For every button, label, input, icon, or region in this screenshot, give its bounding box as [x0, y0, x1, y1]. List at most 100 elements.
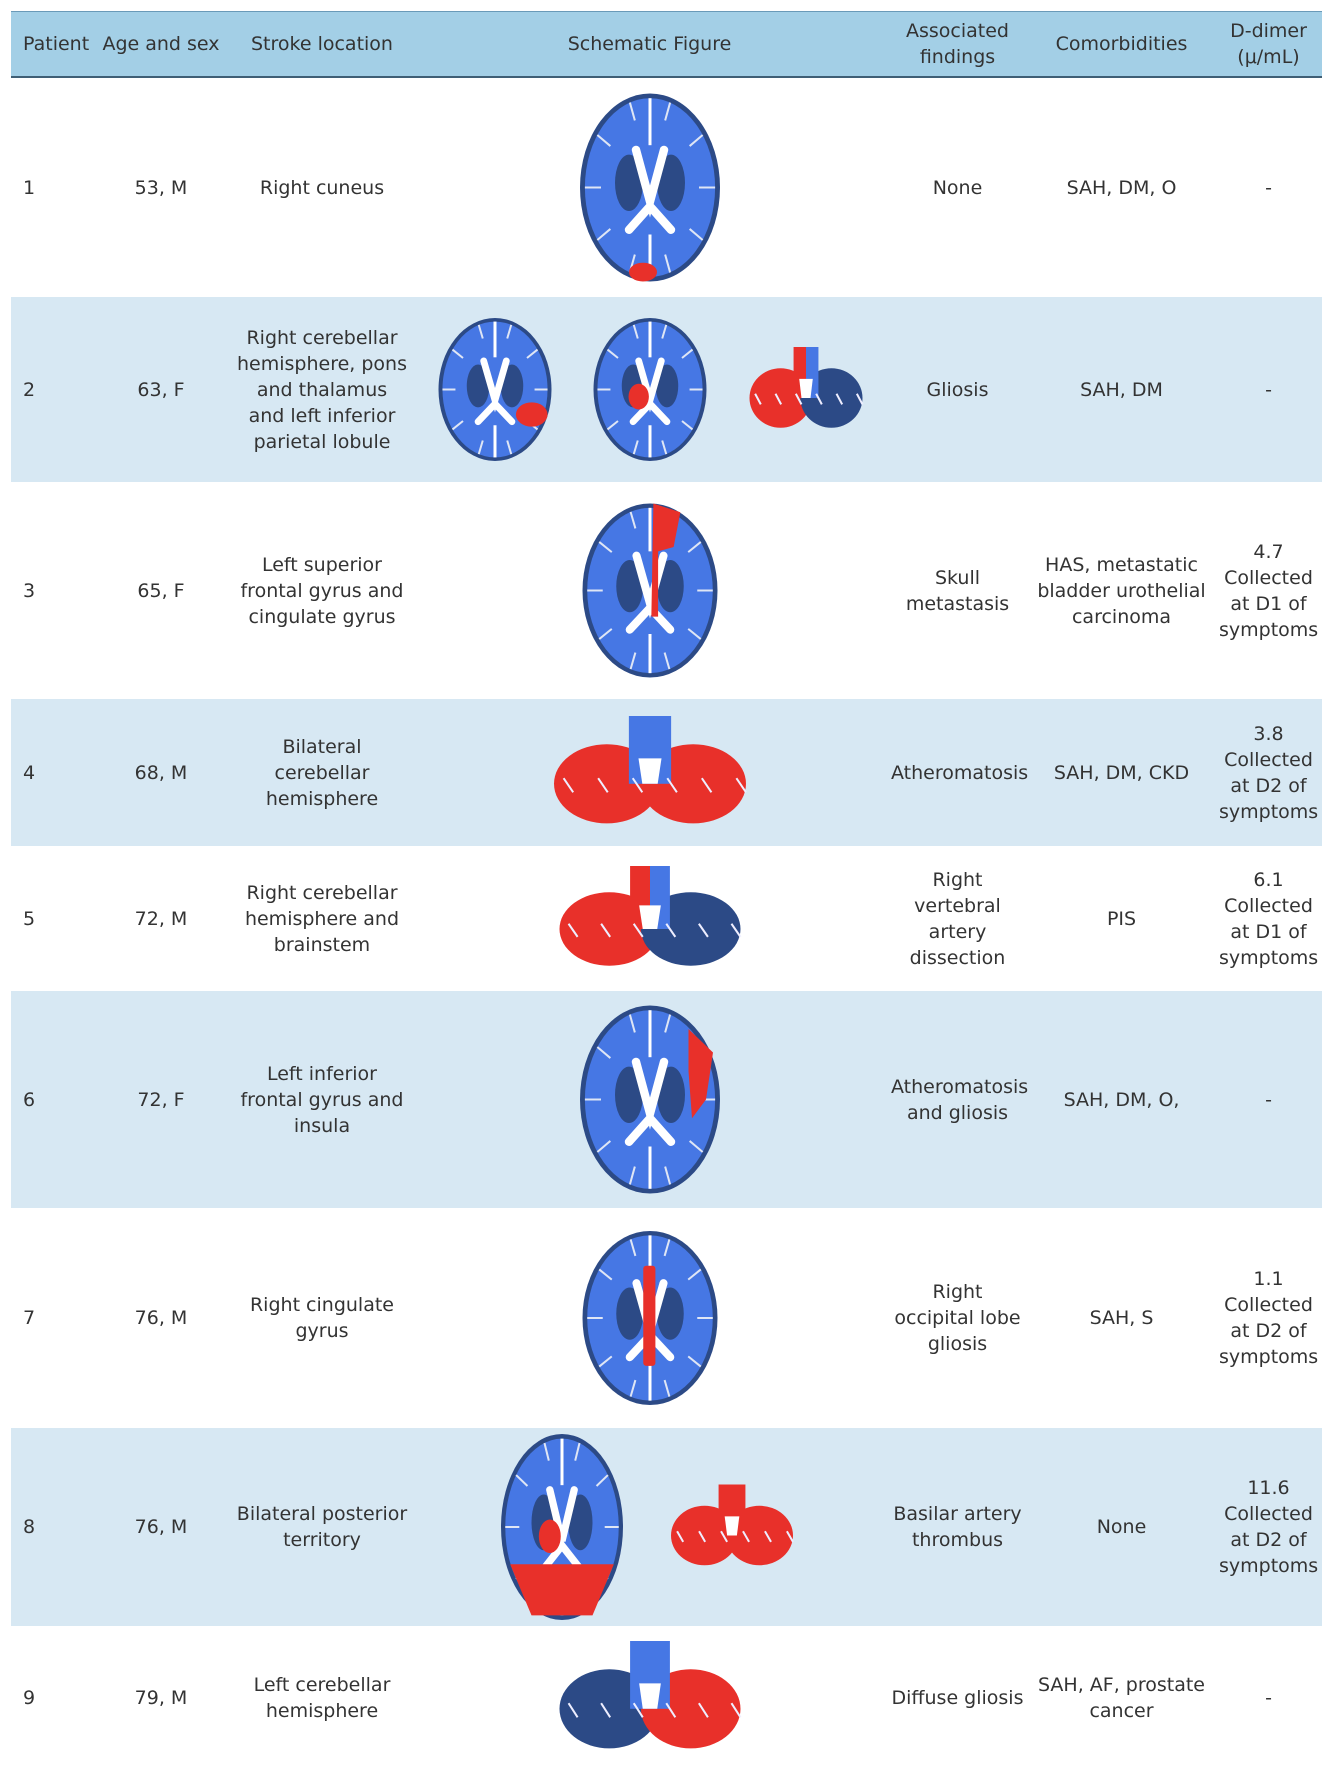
figure-shape	[629, 1239, 637, 1257]
table-cell: Right cuneus	[259, 176, 385, 199]
figure-shape	[664, 1014, 672, 1033]
table-cell: 11.6 Collected at D2 of symptoms	[1215, 1428, 1322, 1626]
figure-shape	[632, 1702, 644, 1718]
figure-shape	[639, 1683, 661, 1709]
figure-shape	[500, 364, 524, 408]
figure-shape	[629, 1379, 637, 1397]
figure-shape	[651, 503, 681, 617]
schematic-figure	[412, 1626, 887, 1769]
brain-figure	[580, 1005, 720, 1194]
table-cell: 76, M	[134, 1307, 188, 1329]
figure-shape	[656, 560, 684, 613]
figure-shape	[688, 1140, 704, 1153]
schematic-figure	[412, 297, 887, 482]
table-cell: Left cerebellar hemisphere	[253, 1673, 391, 1722]
figure-shape	[574, 1442, 581, 1461]
figure-shape	[720, 1530, 728, 1543]
table-cell: 79, M	[134, 1686, 188, 1709]
figure-shape	[538, 1519, 561, 1554]
figure-shape	[742, 1530, 750, 1543]
figure-shape	[774, 393, 783, 405]
figure-shape	[596, 228, 612, 241]
table-cell: PIS	[1106, 907, 1137, 930]
figure-shape	[631, 777, 644, 793]
figure-shape	[676, 1530, 685, 1543]
figure-shape	[628, 1014, 636, 1033]
figure-shape	[629, 262, 657, 282]
table-cell: 3.8 Collected at D2 of symptoms	[1215, 699, 1322, 846]
brain-figure	[554, 716, 747, 824]
figure-shape	[687, 628, 702, 640]
figure-shape	[687, 541, 702, 553]
figure-shape	[595, 1474, 609, 1487]
column-header: Schematic Figure	[412, 11, 887, 78]
brain-figure	[582, 1231, 718, 1405]
table-cell: SAH, DM, CKD	[1028, 699, 1215, 846]
column-header: Comorbidities	[1028, 11, 1215, 78]
figure-shape	[657, 1066, 685, 1123]
header-row: Patient Age and sex Stroke location Schemat…	[11, 11, 1322, 78]
schematic-figure	[412, 991, 887, 1208]
table-cell: Bilateral posterior territory	[232, 1428, 412, 1626]
figure-shape	[596, 134, 612, 147]
figure-shape	[632, 440, 639, 455]
figure-shape	[764, 1530, 772, 1543]
figure-shape	[616, 560, 644, 613]
figure-shape	[629, 357, 671, 426]
figure-shape	[540, 1486, 584, 1573]
figure-shape	[754, 393, 762, 405]
figure-shape	[664, 102, 672, 121]
figure-shape	[855, 393, 864, 405]
figure-shape	[665, 923, 677, 938]
table-row: 1 53, M Right cuneus None SAH, DM, O -	[11, 77, 1322, 297]
table-cell: -	[1215, 991, 1322, 1208]
brain-figure	[559, 1641, 742, 1749]
figure-shape	[681, 348, 694, 359]
figure-shape	[615, 1066, 643, 1123]
figure-shape	[616, 1287, 644, 1340]
figure-shape	[451, 420, 464, 431]
figure-shape	[661, 440, 668, 455]
figure-shape	[835, 393, 844, 405]
schematic-figure	[412, 1428, 887, 1626]
table-row: 5 72, M Right cerebellar hemisphere and br…	[11, 846, 1322, 991]
table-cell: Gliosis	[887, 297, 1028, 482]
table-cell: None	[1028, 1428, 1215, 1626]
table-cell: Right vertebral artery dissection	[909, 868, 1006, 969]
table-cell: 9	[23, 1686, 36, 1709]
table-cell: 5	[23, 907, 36, 930]
figure-shape	[681, 420, 694, 431]
figure-shape	[643, 1265, 656, 1366]
schematic-figure	[412, 482, 887, 699]
table-cell: Bilateral cerebellar hemisphere	[232, 699, 412, 846]
figure-shape	[600, 923, 612, 938]
figure-shape	[515, 1474, 529, 1487]
figure-shape	[656, 1287, 684, 1340]
table-cell: -	[1265, 176, 1272, 199]
table-cell: Diffuse gliosis	[891, 1686, 1024, 1709]
table-cell: 1.1 Collected at D2 of symptoms	[1219, 1268, 1319, 1368]
brain-figure	[580, 93, 720, 282]
table-cell: SAH, AF, prostate cancer	[1038, 1673, 1205, 1722]
table-cell: Right cerebellar hemisphere, pons and th…	[232, 297, 412, 482]
figure-shape	[628, 1166, 636, 1185]
figure-shape	[567, 1702, 579, 1718]
figure-shape	[698, 1702, 709, 1718]
figure-shape	[466, 364, 490, 408]
figure-shape	[688, 1029, 713, 1119]
brain-figure	[438, 318, 864, 461]
table-cell: SAH, DM	[1028, 297, 1215, 482]
figure-shape	[701, 777, 713, 793]
figure-shape	[657, 154, 685, 211]
table-row: 9 79, M Left cerebellar hemisphere Diffuse …	[11, 1626, 1322, 1769]
figure-shape	[639, 905, 661, 929]
figure-shape	[598, 628, 613, 640]
table-cell: Atheromatosis and gliosis	[887, 991, 1028, 1208]
table-cell: 2	[11, 297, 90, 482]
table-cell: 6.1 Collected at D1 of symptoms	[1219, 868, 1319, 969]
table-cell: SAH, DM, O,	[1028, 991, 1215, 1208]
table-cell: 53, M	[134, 176, 188, 199]
figure-shape	[687, 1268, 702, 1281]
